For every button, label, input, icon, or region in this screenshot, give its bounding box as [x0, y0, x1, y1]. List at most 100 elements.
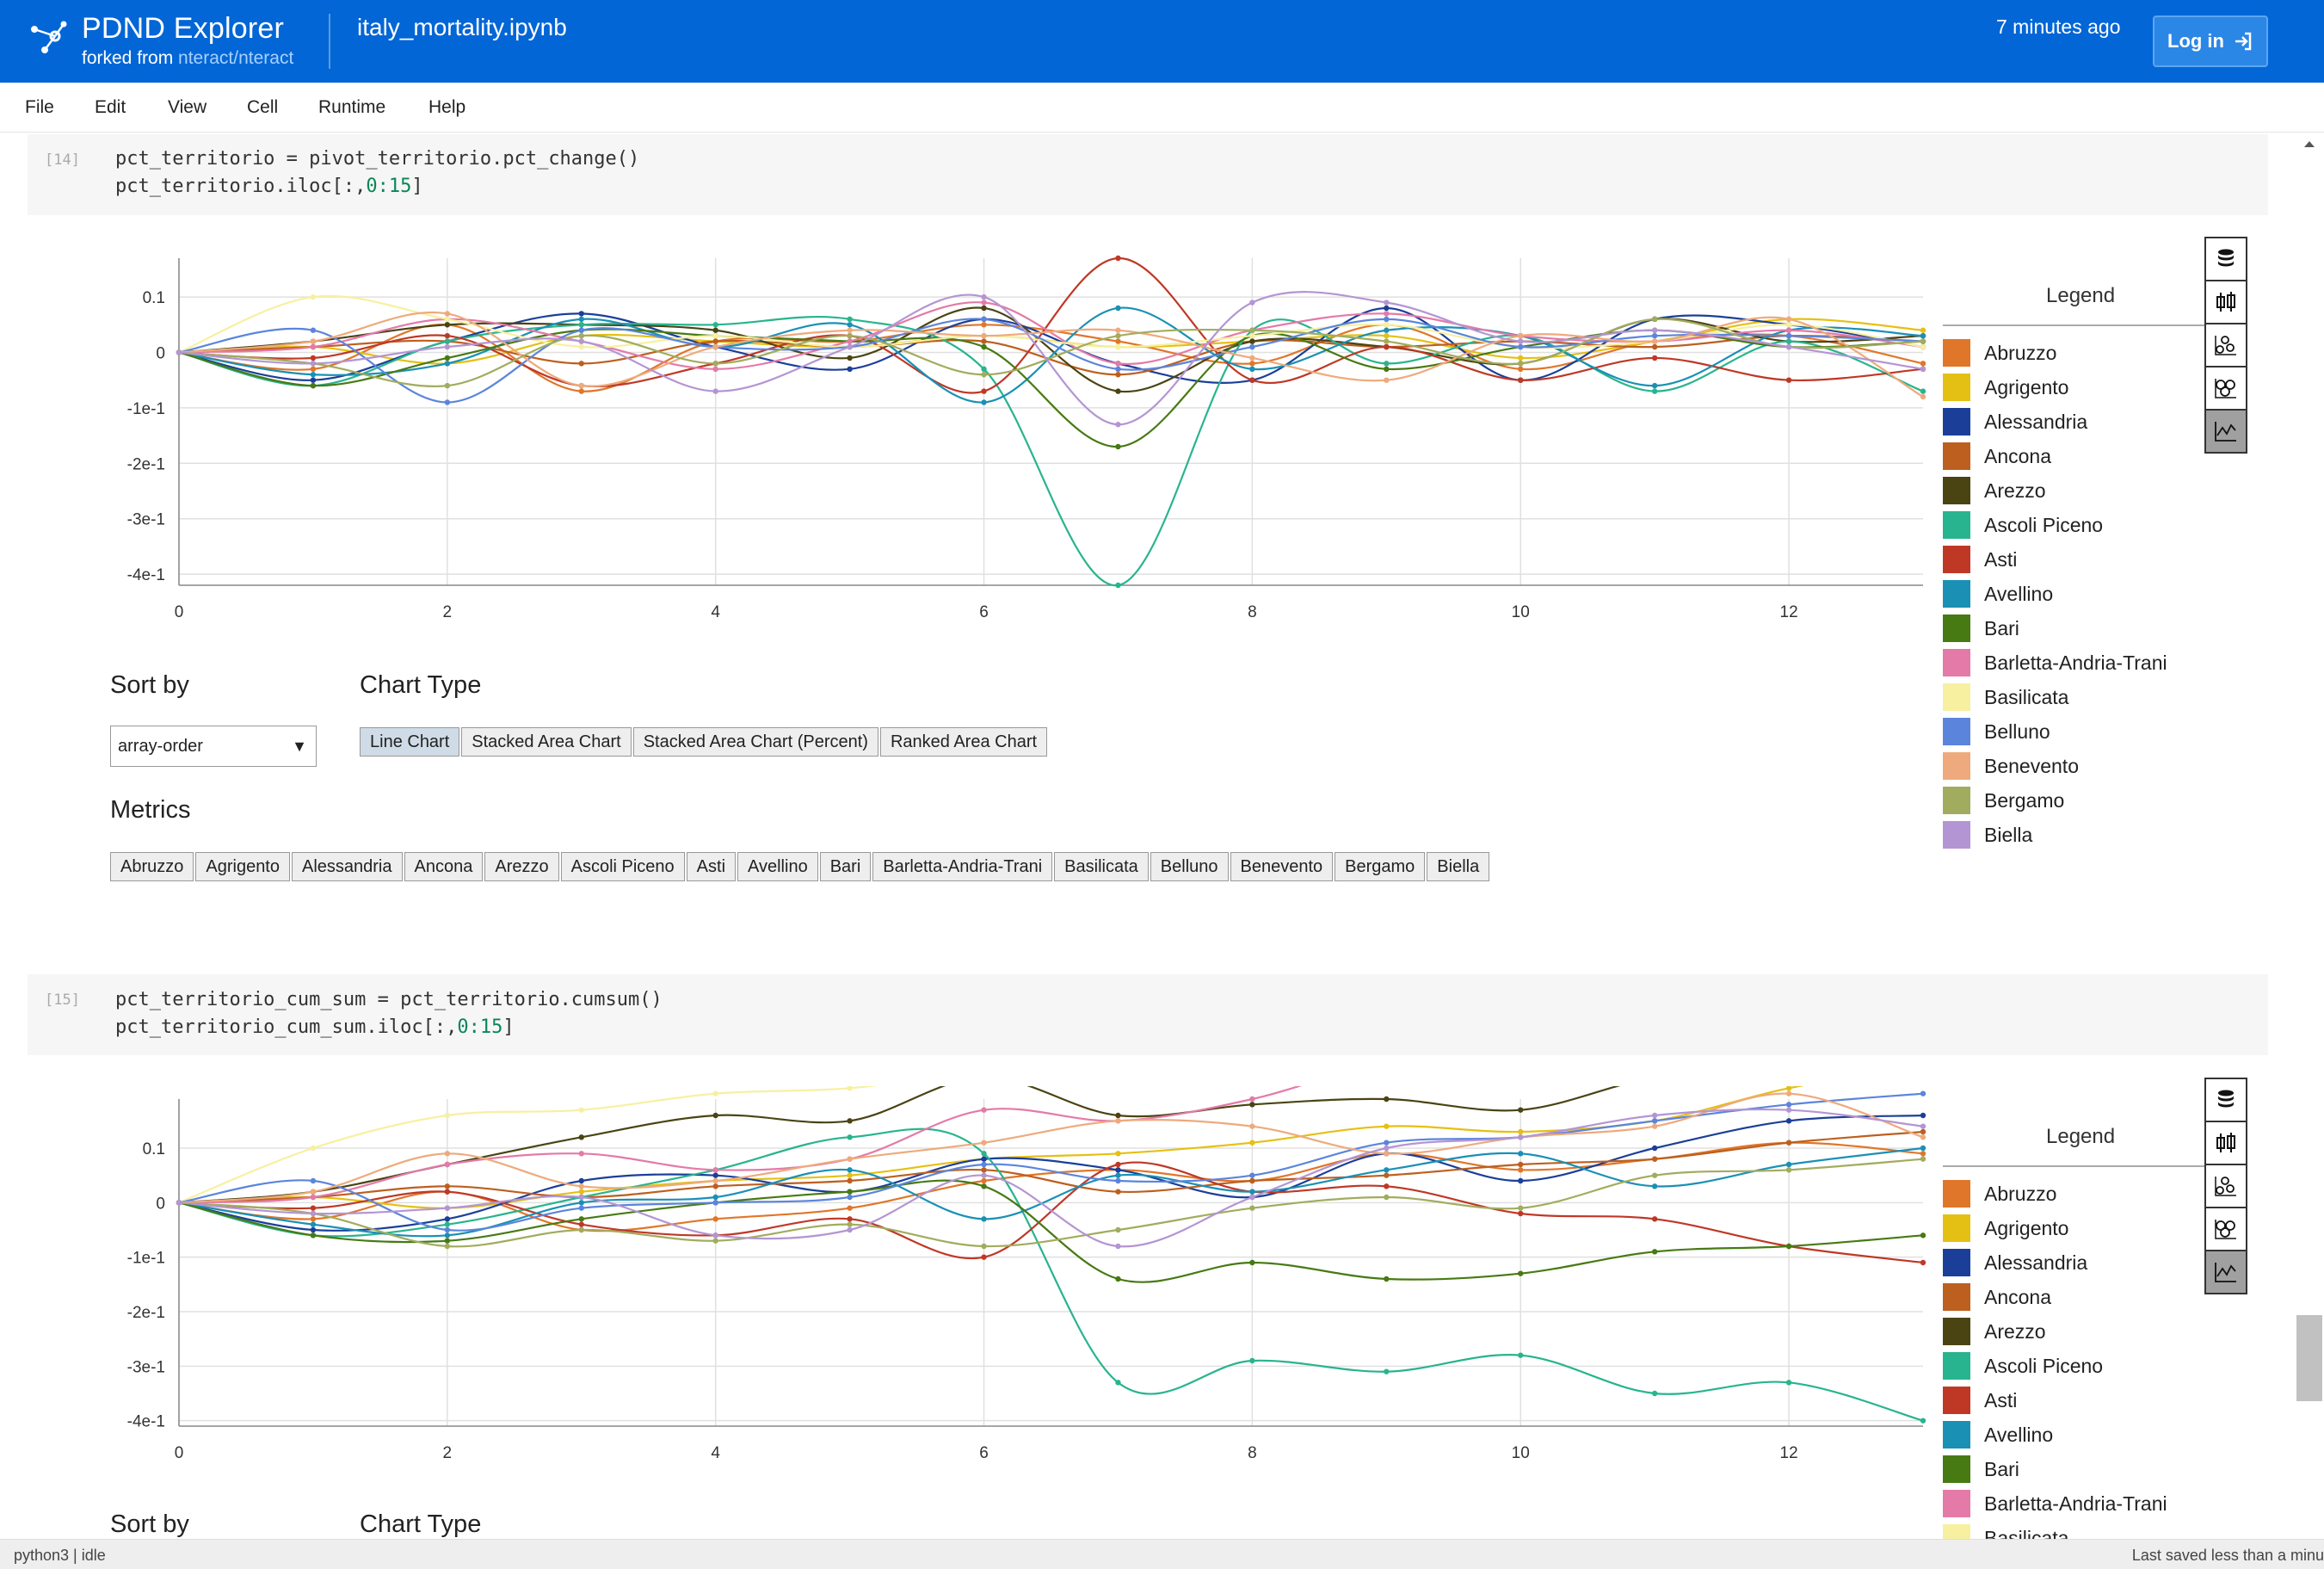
- data-point[interactable]: [981, 343, 987, 350]
- data-point[interactable]: [1785, 322, 1792, 328]
- data-point[interactable]: [444, 338, 451, 344]
- legend-item[interactable]: Belluno: [1943, 718, 2050, 745]
- menu-help[interactable]: Help: [428, 97, 466, 117]
- data-point[interactable]: [444, 322, 451, 328]
- data-table-button[interactable]: [2204, 237, 2247, 281]
- data-point[interactable]: [310, 1194, 317, 1201]
- data-point[interactable]: [1384, 1172, 1390, 1178]
- data-point[interactable]: [1249, 366, 1255, 373]
- data-point[interactable]: [1249, 361, 1255, 367]
- legend-item[interactable]: Avellino: [1943, 580, 2053, 608]
- series-line-belluno[interactable]: [178, 318, 1924, 404]
- series-line-arezzo[interactable]: [178, 1086, 1923, 1204]
- data-point[interactable]: [1651, 343, 1658, 350]
- data-point[interactable]: [1115, 1112, 1121, 1119]
- menu-view[interactable]: View: [168, 97, 207, 117]
- metric-button[interactable]: Agrigento: [195, 852, 290, 881]
- data-point[interactable]: [1518, 1167, 1524, 1173]
- data-point[interactable]: [1651, 338, 1658, 344]
- data-point[interactable]: [578, 1194, 584, 1201]
- data-point[interactable]: [176, 1200, 182, 1206]
- data-point[interactable]: [847, 343, 853, 350]
- data-point[interactable]: [1518, 366, 1524, 373]
- data-point[interactable]: [847, 1086, 853, 1091]
- data-point[interactable]: [981, 293, 987, 300]
- series-line-benevento[interactable]: [178, 1092, 1924, 1204]
- data-point[interactable]: [1651, 1390, 1658, 1397]
- data-point[interactable]: [712, 338, 718, 344]
- metric-button[interactable]: Asti: [686, 852, 737, 881]
- data-point[interactable]: [1115, 327, 1121, 333]
- data-point[interactable]: [1785, 377, 1792, 383]
- data-point[interactable]: [578, 1216, 584, 1222]
- data-point[interactable]: [310, 338, 317, 344]
- data-point[interactable]: [1384, 1167, 1390, 1173]
- data-point[interactable]: [1920, 332, 1926, 339]
- chart-type-line[interactable]: Line Chart: [360, 727, 460, 757]
- scatter-chart-button[interactable]: [2204, 323, 2247, 368]
- data-point[interactable]: [444, 1232, 451, 1239]
- login-button[interactable]: Log in: [2153, 15, 2268, 67]
- data-point[interactable]: [1920, 1145, 1926, 1152]
- data-point[interactable]: [444, 1183, 451, 1189]
- data-point[interactable]: [1115, 422, 1121, 428]
- data-point[interactable]: [981, 1177, 987, 1184]
- data-point[interactable]: [847, 1167, 853, 1173]
- data-point[interactable]: [1920, 1151, 1926, 1157]
- legend-item[interactable]: Basilicata: [1943, 683, 2068, 711]
- data-point[interactable]: [712, 1167, 718, 1173]
- data-point[interactable]: [444, 1216, 451, 1222]
- data-point[interactable]: [712, 1200, 718, 1206]
- data-point[interactable]: [1785, 1107, 1792, 1113]
- data-point[interactable]: [1115, 255, 1121, 262]
- data-point[interactable]: [310, 1205, 317, 1211]
- data-point[interactable]: [1920, 388, 1926, 394]
- data-point[interactable]: [1249, 1189, 1255, 1195]
- data-point[interactable]: [1785, 1161, 1792, 1168]
- data-point[interactable]: [1115, 443, 1121, 450]
- data-point[interactable]: [1384, 322, 1390, 328]
- data-point[interactable]: [1518, 1128, 1524, 1135]
- data-point[interactable]: [1920, 1112, 1926, 1119]
- data-point[interactable]: [578, 311, 584, 317]
- data-point[interactable]: [1785, 1140, 1792, 1146]
- data-point[interactable]: [1249, 327, 1255, 333]
- data-point[interactable]: [712, 1090, 718, 1096]
- data-point[interactable]: [310, 1226, 317, 1233]
- data-point[interactable]: [981, 1140, 987, 1146]
- data-point[interactable]: [1651, 1249, 1658, 1255]
- data-point[interactable]: [1518, 338, 1524, 344]
- legend-item[interactable]: Arezzo: [1943, 1318, 2046, 1345]
- data-point[interactable]: [1518, 1352, 1524, 1358]
- legend-item[interactable]: Asti: [1943, 1387, 2017, 1414]
- data-point[interactable]: [712, 366, 718, 373]
- data-point[interactable]: [310, 1210, 317, 1217]
- data-point[interactable]: [1920, 393, 1926, 400]
- metric-button[interactable]: Benevento: [1230, 852, 1334, 881]
- data-point[interactable]: [847, 322, 853, 328]
- data-point[interactable]: [1651, 382, 1658, 389]
- data-point[interactable]: [578, 1177, 584, 1184]
- data-point[interactable]: [1115, 582, 1121, 589]
- data-point[interactable]: [444, 1238, 451, 1244]
- data-point[interactable]: [1920, 1418, 1926, 1424]
- series-line-benevento[interactable]: [178, 312, 1924, 398]
- data-point[interactable]: [310, 1177, 317, 1184]
- data-point[interactable]: [847, 1177, 853, 1184]
- data-point[interactable]: [578, 388, 584, 394]
- data-point[interactable]: [310, 1232, 317, 1239]
- data-point[interactable]: [1785, 327, 1792, 333]
- data-point[interactable]: [1384, 377, 1390, 383]
- scrollbar[interactable]: [2295, 133, 2324, 1539]
- chart-type-stacked-area-percent[interactable]: Stacked Area Chart (Percent): [632, 727, 878, 757]
- data-point[interactable]: [1115, 1161, 1121, 1168]
- data-point[interactable]: [1115, 388, 1121, 394]
- data-point[interactable]: [444, 1189, 451, 1195]
- data-point[interactable]: [1518, 355, 1524, 361]
- data-table-button[interactable]: [2204, 1078, 2247, 1122]
- legend-item[interactable]: Bari: [1943, 1455, 2019, 1483]
- data-point[interactable]: [1920, 1123, 1926, 1129]
- data-point[interactable]: [1115, 1276, 1121, 1282]
- series-line-ascoli-piceno[interactable]: [178, 1127, 1924, 1422]
- scroll-up-icon[interactable]: [2295, 134, 2324, 155]
